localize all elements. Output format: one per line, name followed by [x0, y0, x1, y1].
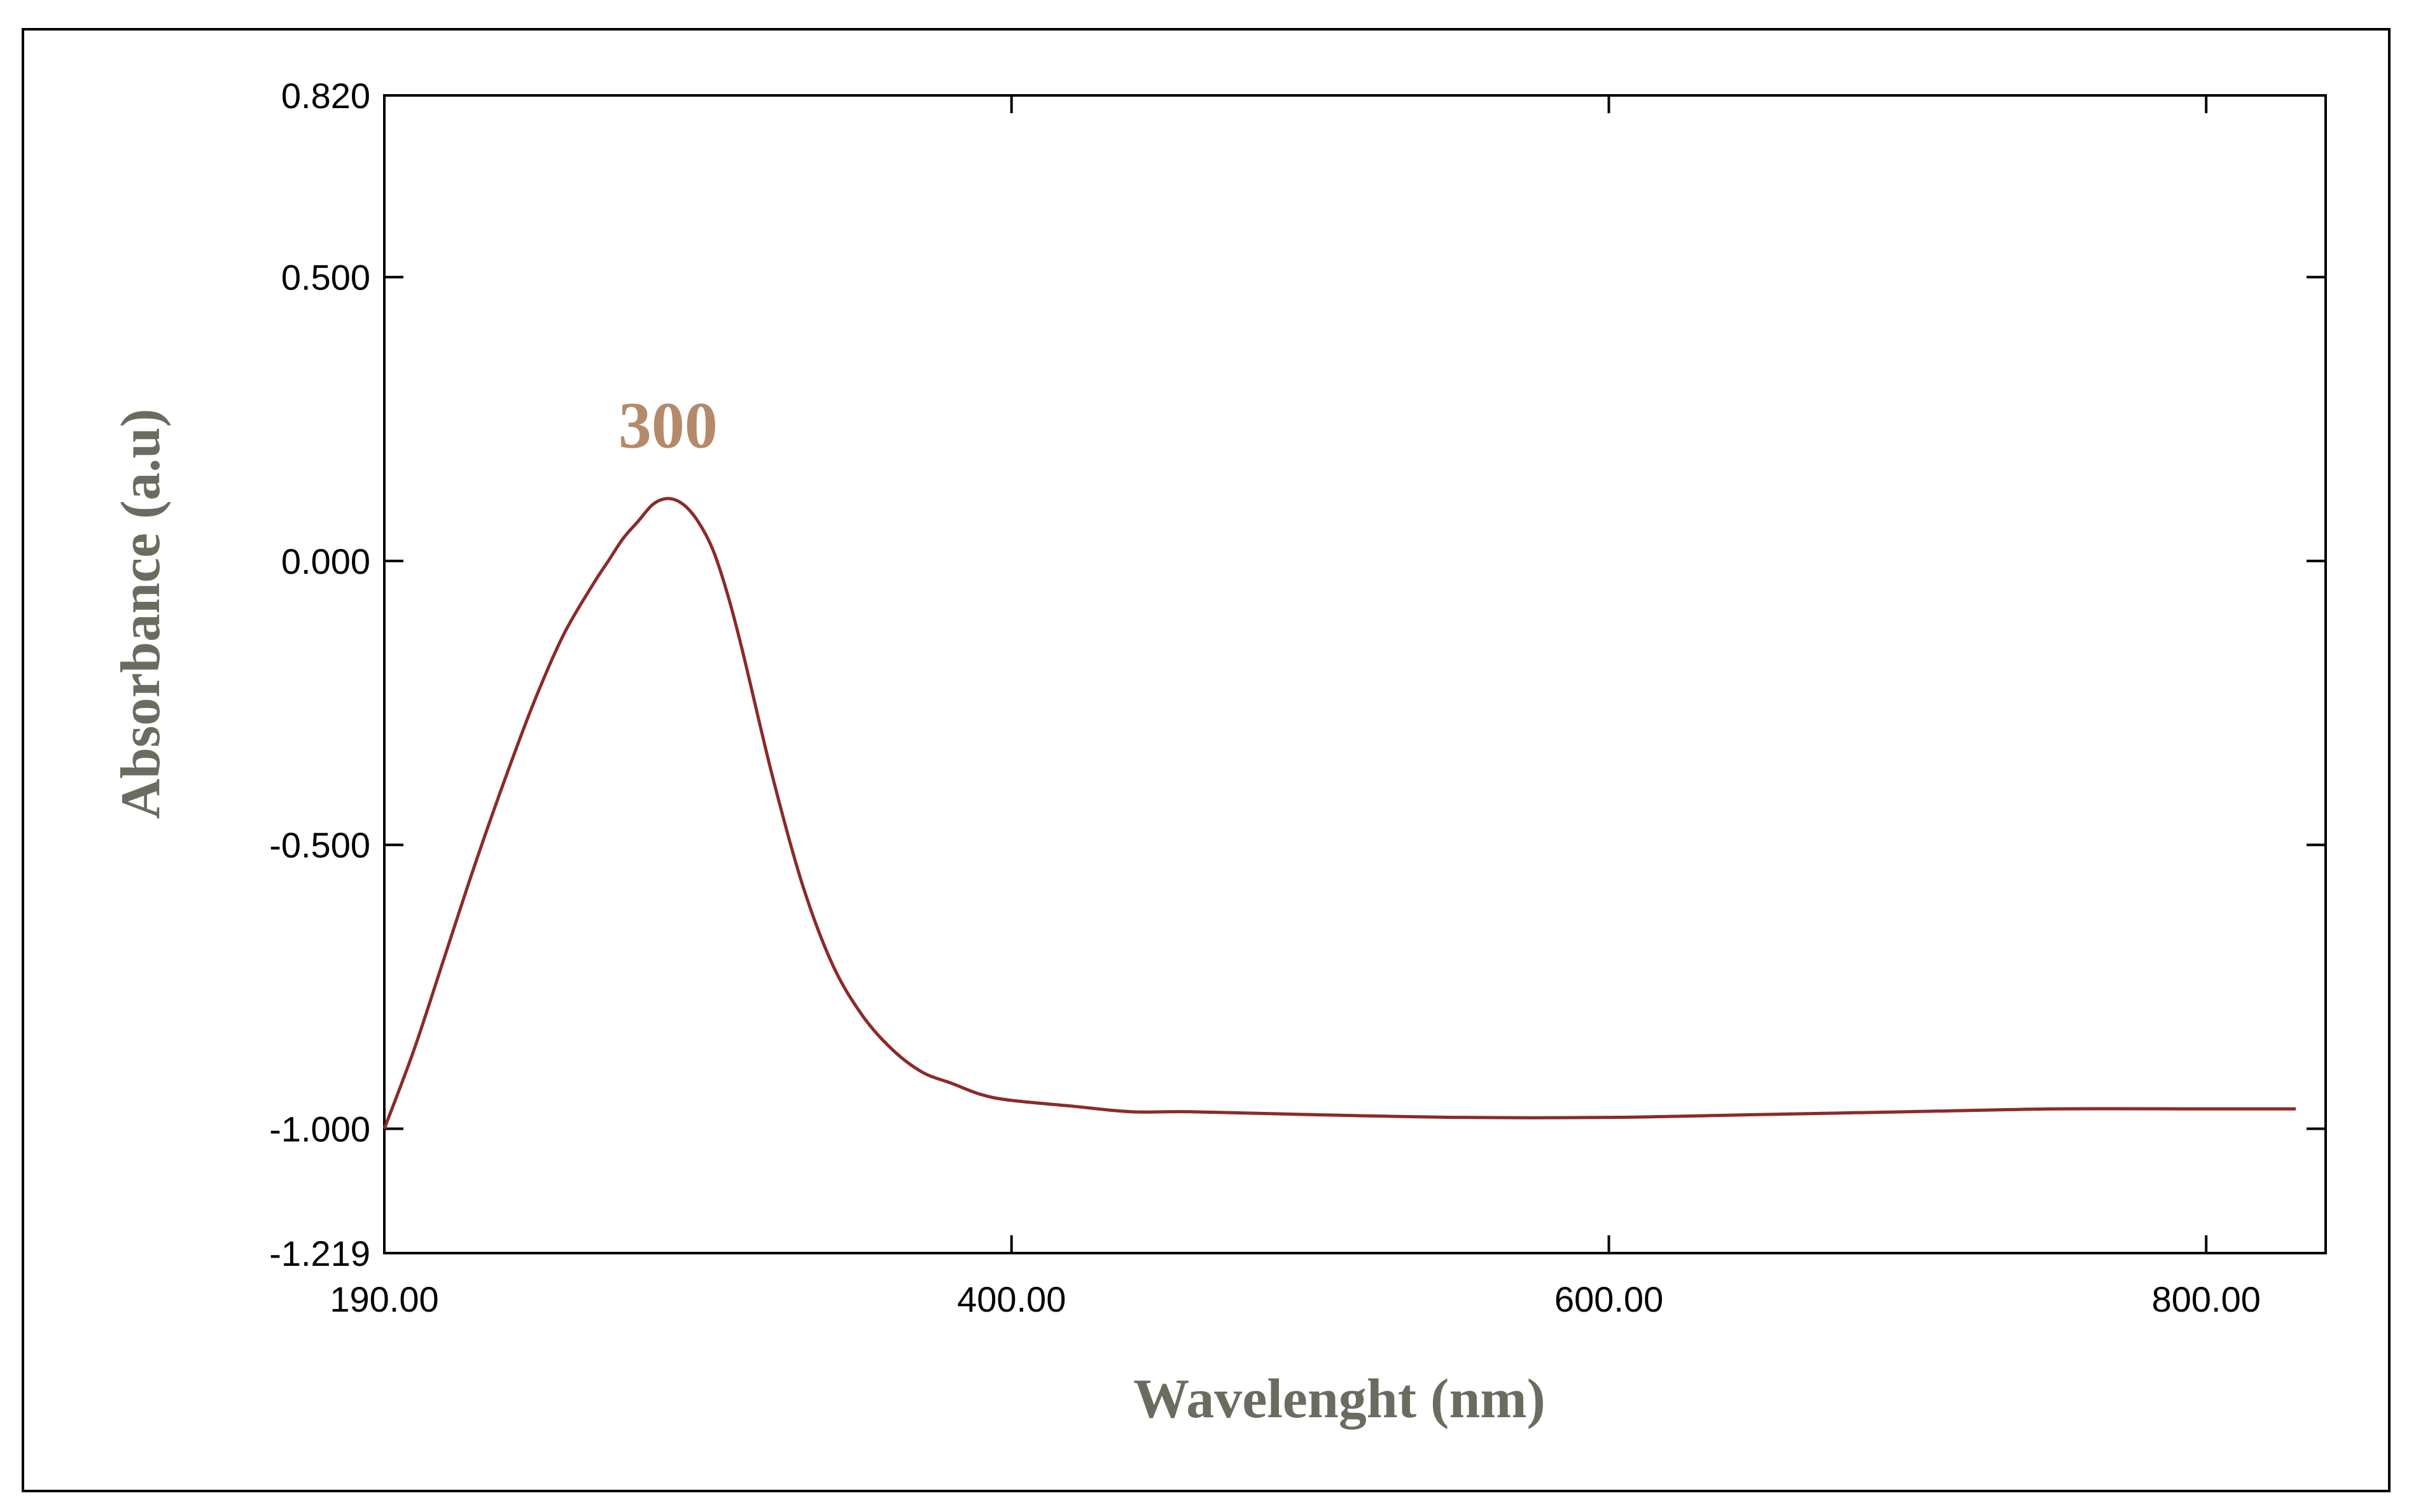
y-tick-label: -1.000: [269, 1109, 370, 1149]
y-axis-title: Absorbance (a.u): [110, 408, 172, 819]
y-tick-label: 0.500: [281, 258, 370, 298]
y-tick-label: 0.000: [281, 541, 370, 581]
y-tick-label: -0.500: [269, 825, 370, 865]
y-tick-label: -1.219: [269, 1233, 370, 1273]
x-tick-label: 400.00: [957, 1279, 1066, 1319]
absorbance-series-line: [382, 497, 2296, 1130]
figure-frame: [22, 28, 2391, 1492]
y-tick-label: 0.820: [281, 76, 370, 116]
x-tick-label: 190.00: [330, 1279, 438, 1319]
plot-area-frame: [383, 94, 2327, 1254]
x-tick-label: 800.00: [2152, 1279, 2261, 1319]
peak-annotation: 300: [618, 389, 718, 462]
x-tick-label: 600.00: [1554, 1279, 1663, 1319]
x-axis-title: Wavelenght (nm): [1133, 1368, 1546, 1430]
